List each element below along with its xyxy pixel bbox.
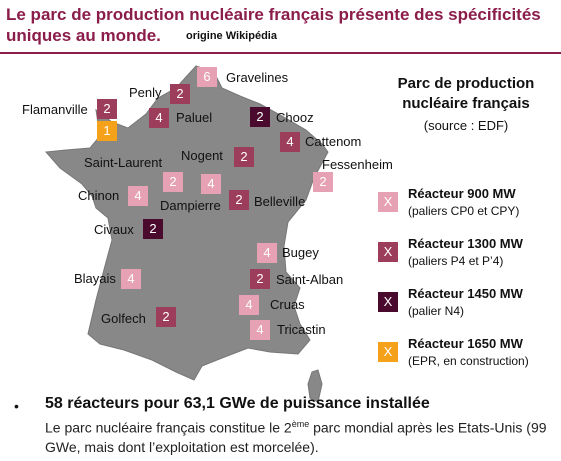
- reactor-badge-fessenheim: 2: [313, 172, 333, 192]
- reactor-badge-gravelines: 6: [197, 67, 217, 87]
- reactor-badge-belleville: 2: [229, 190, 249, 210]
- site-label-penly: Penly: [129, 85, 162, 100]
- site-label-tricastin: Tricastin: [277, 322, 326, 337]
- site-label-chooz: Chooz: [276, 110, 314, 125]
- reactor-badge-cattenom: 4: [280, 132, 300, 152]
- site-label-dampierre: Dampierre: [160, 198, 221, 213]
- reactor-badge-flamanville: 2: [97, 99, 117, 119]
- legend-sublabel: (EPR, en construction): [408, 354, 529, 368]
- reactor-badge-dampierre: 4: [201, 174, 221, 194]
- reactor-badge-nogent: 2: [234, 147, 254, 167]
- reactor-badge-tricastin: 4: [250, 320, 270, 340]
- legend-sublabel: (paliers P4 et P’4): [408, 254, 504, 268]
- site-label-civaux: Civaux: [94, 222, 134, 237]
- title-divider: [0, 52, 561, 54]
- site-label-paluel: Paluel: [176, 110, 213, 125]
- legend-label: Réacteur 1300 MW: [408, 236, 523, 251]
- legend-swatch-1650: X: [378, 342, 398, 362]
- legend-label: Réacteur 900 MW: [408, 186, 516, 201]
- legend-source: (source : EDF): [423, 118, 509, 133]
- reactor-badge-golfech: 2: [156, 307, 176, 327]
- reactor-badge-flamanville-epr: 1: [97, 121, 117, 141]
- legend-sublabel: (palier N4): [408, 304, 465, 318]
- legend-sublabel: (paliers CP0 et CPY): [408, 204, 520, 218]
- site-label-golfech: Golfech: [101, 311, 146, 326]
- site-label-fessenheim: Fessenheim: [322, 157, 393, 172]
- reactor-badge-cruas: 4: [239, 295, 259, 315]
- site-label-flamanville: Flamanville: [22, 102, 88, 117]
- reactor-badge-bugey: 4: [257, 243, 277, 263]
- site-label-bugey: Bugey: [282, 245, 319, 260]
- site-label-blayais: Blayais: [74, 271, 116, 286]
- site-label-saint-laurent: Saint-Laurent: [84, 155, 163, 170]
- site-label-cattenom: Cattenom: [305, 134, 362, 149]
- reactor-badge-saint-laurent: 2: [163, 172, 183, 192]
- legend-label: Réacteur 1450 MW: [408, 286, 523, 301]
- reactor-badge-blayais: 4: [121, 269, 141, 289]
- bullet-body: Le parc nucléaire français constitue le …: [45, 415, 555, 457]
- bullet-dot: •: [14, 398, 19, 414]
- site-label-belleville: Belleville: [254, 194, 306, 209]
- source-note: origine Wikipédia: [186, 30, 277, 42]
- site-label-chinon: Chinon: [78, 188, 120, 203]
- page-title: Le parc de production nucléaire français…: [6, 5, 541, 45]
- legend-swatch-900: X: [378, 192, 398, 212]
- site-label-gravelines: Gravelines: [226, 70, 289, 85]
- reactor-badge-paluel: 4: [149, 108, 169, 128]
- bullet-body-post: parc mondial après les Etats-Unis (99 GW…: [45, 419, 547, 455]
- legend-label: Réacteur 1650 MW: [408, 336, 523, 351]
- reactor-badge-penly: 2: [170, 84, 190, 104]
- reactor-badge-chinon: 4: [128, 186, 148, 206]
- site-label-saint-alban: Saint-Alban: [276, 272, 344, 287]
- legend-title: Parc de production nucléaire français: [397, 75, 535, 112]
- reactor-badge-civaux: 2: [143, 219, 163, 239]
- corsica-outline: [307, 369, 323, 403]
- legend-swatch-1450: X: [378, 292, 398, 312]
- site-label-nogent: Nogent: [181, 148, 223, 163]
- site-label-cruas: Cruas: [270, 297, 305, 312]
- bullet-body-pre: Le parc nucléaire français constitue le …: [45, 419, 292, 436]
- bullet-headline: 58 réacteurs pour 63,1 GWe de puissance …: [45, 395, 430, 412]
- bullet-body-sup: ème: [291, 419, 310, 429]
- legend-swatch-1300: X: [378, 242, 398, 262]
- reactor-badge-chooz: 2: [250, 107, 270, 127]
- reactor-badge-saint-alban: 2: [250, 269, 270, 289]
